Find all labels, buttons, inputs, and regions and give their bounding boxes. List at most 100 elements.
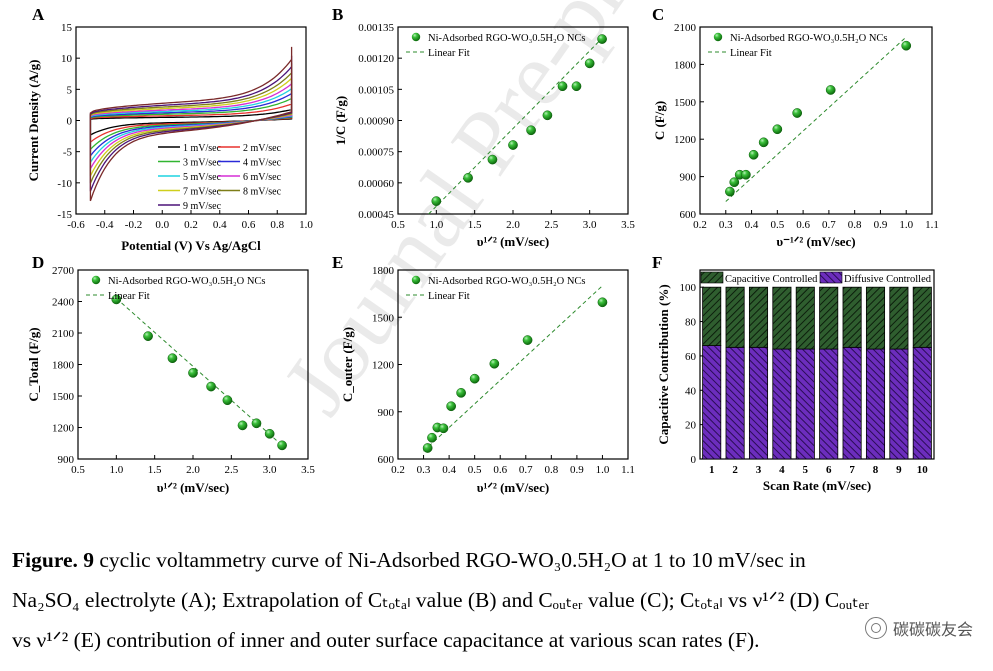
y-tick-label: 1500 — [674, 97, 697, 109]
x-tick-label: 1.1 — [621, 464, 635, 476]
x-tick-label: 6 — [826, 464, 832, 476]
x-tick-label: 3.0 — [263, 464, 277, 476]
y-tick-label: 600 — [680, 209, 697, 221]
data-point — [487, 154, 498, 165]
data-point — [237, 420, 248, 431]
y-tick-label: 900 — [378, 407, 395, 419]
caption-text-1: cyclic voltammetry curve of Ni-Adsorbed … — [94, 548, 806, 572]
x-tick-label: 0.5 — [468, 464, 482, 476]
x-tick-label: 2.5 — [544, 219, 558, 231]
x-tick-label: 1.1 — [925, 219, 939, 231]
legend-label: Linear Fit — [428, 48, 470, 59]
bar-capacitive — [865, 286, 886, 350]
legend-label: 1 mV/sec — [183, 143, 222, 154]
x-tick-label: 2.5 — [224, 464, 238, 476]
data-point — [901, 40, 912, 51]
x-tick-label: 0.5 — [770, 219, 784, 231]
x-tick-label: 1.0 — [899, 219, 913, 231]
x-tick-label: 0.2 — [391, 464, 405, 476]
bar-capacitive — [772, 286, 792, 350]
data-point — [143, 331, 153, 341]
legend-swatch — [819, 271, 843, 284]
y-tick-label: 0.00105 — [358, 84, 394, 96]
y-tick-label: 1200 — [52, 423, 75, 435]
y-tick-label: -15 — [57, 209, 72, 221]
cv-curve — [89, 46, 293, 202]
legend-label: Diffusive Controlled — [844, 274, 932, 285]
legend-marker — [411, 275, 421, 285]
x-tick-label: 0.6 — [493, 464, 507, 476]
legend-label: Ni-Adsorbed RGO-WO₃0.5H₂O NCs — [428, 33, 586, 44]
legend-label: 3 mV/sec — [183, 158, 222, 169]
x-tick-label: 7 — [849, 464, 855, 476]
data-point — [597, 297, 608, 308]
bar-diffusive — [889, 348, 909, 460]
x-axis-label: υ¹ᐟ² (mV/sec) — [477, 234, 549, 249]
y-tick-label: 1500 — [372, 312, 395, 324]
y-tick-label: 1800 — [372, 265, 395, 277]
x-tick-label: 10 — [917, 464, 929, 476]
y-tick-label: 1500 — [52, 391, 75, 403]
legend-label: 4 mV/sec — [243, 158, 282, 169]
x-tick-label: 0.5 — [71, 464, 85, 476]
x-tick-label: 1.5 — [468, 219, 482, 231]
x-tick-label: 0.7 — [822, 219, 836, 231]
data-point — [277, 440, 287, 451]
data-point — [725, 186, 735, 197]
x-tick-label: -0.4 — [96, 219, 114, 231]
x-tick-label: 3.5 — [301, 464, 315, 476]
y-tick-label: 1800 — [52, 360, 75, 372]
panel-e-chart: E 0.2 0.3 0.4 0.5 0.6 0.7 0.8 0.9 1.0 1.1 600 900 120… — [332, 253, 635, 495]
data-point — [748, 149, 759, 160]
data-point — [463, 172, 473, 183]
bar-diffusive — [865, 348, 886, 460]
data-point — [489, 358, 500, 369]
panel-c-chart: C 0.2 0.3 0.4 0.5 0.6 0.7 0.8 0.9 1.0 1.1 600 900 120… — [652, 5, 939, 249]
y-tick-label: 2100 — [52, 328, 75, 340]
panel-letter: B — [332, 5, 343, 24]
x-tick-label: 9 — [896, 464, 902, 476]
x-tick-label: 5 — [803, 464, 809, 476]
data-point — [557, 81, 568, 92]
data-point — [167, 353, 178, 364]
x-tick-label: 0.8 — [544, 464, 558, 476]
data-point — [597, 34, 607, 44]
x-tick-label: 3.5 — [621, 219, 635, 231]
brand-name: 碳碳碳友会 — [892, 620, 973, 639]
legend-marker — [411, 32, 421, 42]
x-tick-label: 1.0 — [596, 464, 610, 476]
data-point — [772, 124, 783, 135]
panel-f-chart: F 0 20 40 60 80 100 1 2 3 4 5 6 7 8 9 10 Scan Rate (mV/se… — [652, 253, 935, 493]
x-tick-label: 0.9 — [570, 464, 584, 476]
data-point — [427, 432, 437, 443]
bar-diffusive — [748, 346, 769, 460]
y-tick-label: 15 — [61, 22, 73, 34]
x-axis-label: Potential (V) Vs Ag/AgCl — [121, 238, 261, 253]
bar-diffusive — [725, 346, 745, 460]
caption-line-3: vs ν¹ᐟ² (E) contribution of inner and ou… — [12, 628, 760, 652]
y-tick-label: 1800 — [674, 59, 697, 71]
data-point — [758, 137, 769, 148]
y-axis-label: 1/C (F/g) — [333, 96, 348, 145]
data-point — [422, 443, 433, 453]
data-point — [456, 388, 466, 398]
y-tick-label: 5 — [67, 84, 73, 96]
bar-capacitive — [842, 286, 862, 348]
data-point — [508, 140, 518, 150]
figure-caption: Figure. 9 cyclic voltammetry curve of Ni… — [12, 540, 984, 660]
data-point — [431, 196, 442, 206]
x-tick-label: 3.0 — [583, 219, 597, 231]
y-tick-label: 900 — [58, 454, 75, 466]
bar-diffusive — [842, 346, 862, 460]
y-tick-label: 0.00075 — [358, 147, 394, 159]
y-tick-label: 600 — [378, 454, 395, 466]
legend-label: 5 mV/sec — [183, 172, 222, 183]
y-tick-label: 100 — [680, 282, 697, 294]
panel-a-chart: A -0.6 -0.4 -0.2 0.0 0.2 0.4 0.6 0.8 1.0 -15 -10 -5 0… — [26, 5, 313, 253]
panel-letter: E — [332, 253, 343, 272]
y-tick-label: 60 — [685, 351, 697, 363]
x-tick-label: 1 — [709, 464, 715, 476]
legend-label: Capacitive Controlled — [725, 274, 818, 285]
legend-label: Linear Fit — [428, 291, 470, 302]
x-axis-label: Scan Rate (mV/sec) — [763, 478, 871, 493]
